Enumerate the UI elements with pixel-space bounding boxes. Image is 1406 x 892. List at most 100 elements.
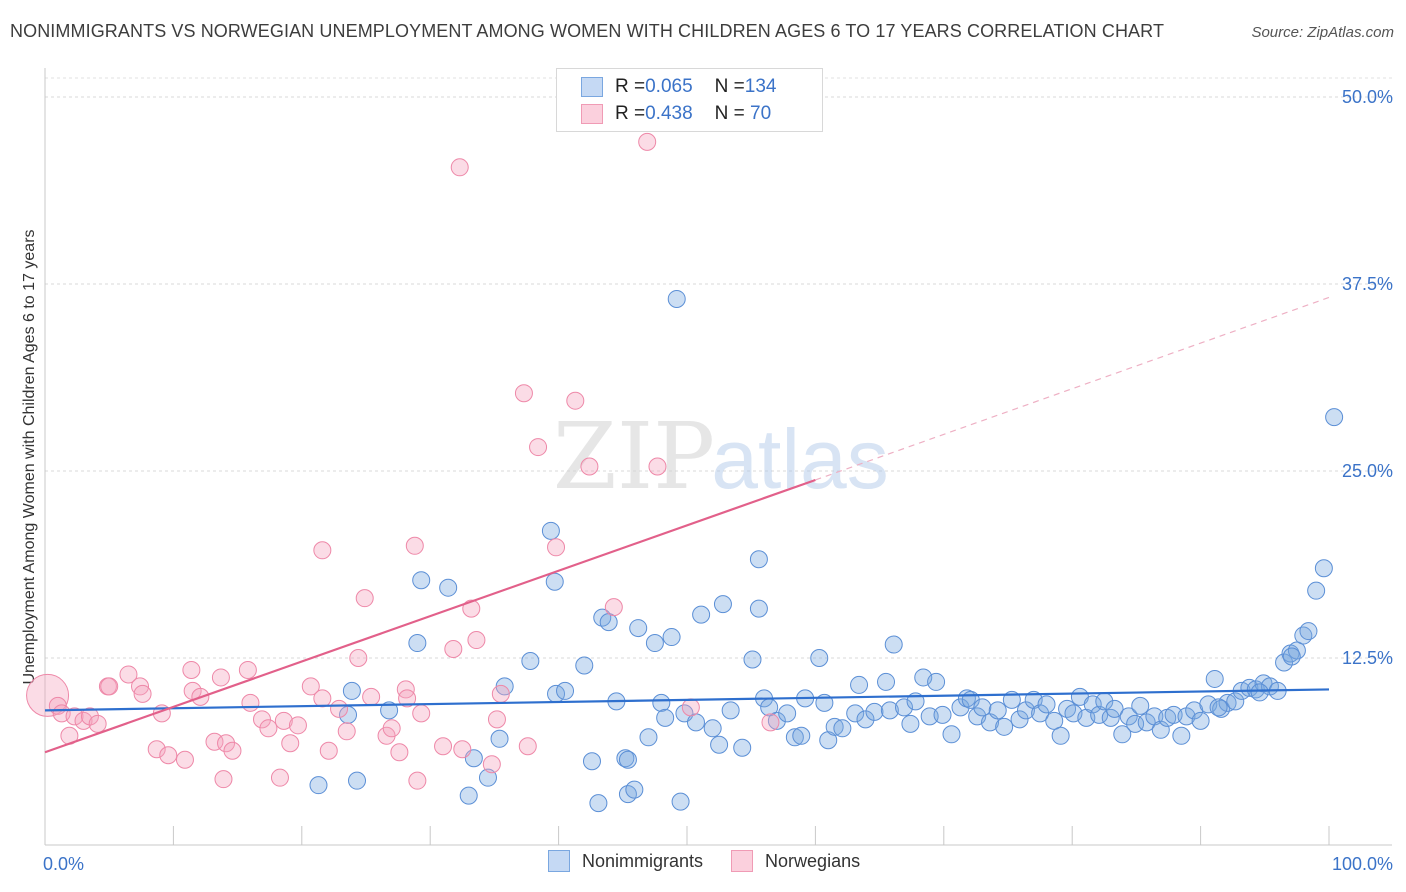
point-norwegians-33 xyxy=(301,677,320,696)
point-norwegians-45 xyxy=(396,680,415,699)
point-nonimmigrants-50 xyxy=(778,704,797,723)
point-nonimmigrants-74 xyxy=(951,698,970,717)
point-nonimmigrants-46 xyxy=(749,550,768,569)
legend-n-label: N = xyxy=(714,103,745,124)
point-nonimmigrants-28 xyxy=(629,619,648,638)
point-nonimmigrants-11 xyxy=(490,729,509,748)
point-nonimmigrants-88 xyxy=(1045,711,1064,730)
point-nonimmigrants-37 xyxy=(686,713,705,732)
trend-line-norwegians xyxy=(44,478,816,754)
point-norwegians-49 xyxy=(412,704,431,723)
point-norwegians-30 xyxy=(274,711,293,730)
point-norwegians-59 xyxy=(514,384,533,403)
y-tick-label-0: 12.5% xyxy=(1342,648,1393,668)
point-norwegians-67 xyxy=(648,457,667,476)
trend-lines xyxy=(44,296,1330,754)
point-nonimmigrants-64 xyxy=(880,701,899,720)
trend-line-nonimmigrants xyxy=(44,688,1330,712)
point-nonimmigrants-31 xyxy=(652,693,671,712)
point-nonimmigrants-62 xyxy=(865,702,884,721)
point-norwegians-25 xyxy=(238,660,257,679)
axes xyxy=(44,68,1392,846)
point-nonimmigrants-107 xyxy=(1164,705,1183,724)
point-nonimmigrants-100 xyxy=(1119,707,1138,726)
point-norwegians-57 xyxy=(487,710,506,729)
point-nonimmigrants-115 xyxy=(1218,693,1237,712)
legend-r-value: 0.065 xyxy=(645,76,693,97)
point-nonimmigrants-6 xyxy=(412,571,431,590)
point-nonimmigrants-72 xyxy=(933,705,952,724)
point-norwegians-48 xyxy=(408,771,427,790)
point-norwegians-37 xyxy=(330,699,349,718)
point-nonimmigrants-61 xyxy=(856,710,875,729)
point-nonimmigrants-58 xyxy=(833,719,852,738)
series-legend: Nonimmigrants Norwegians xyxy=(548,850,888,872)
point-nonimmigrants-7 xyxy=(439,578,458,597)
point-nonimmigrants-42 xyxy=(721,701,740,720)
legend-swatch-nonimmigrants xyxy=(581,77,603,97)
point-norwegians-15 xyxy=(159,746,178,765)
point-norwegians-40 xyxy=(355,589,374,608)
point-nonimmigrants-26 xyxy=(618,785,637,804)
point-nonimmigrants-83 xyxy=(1010,710,1029,729)
point-nonimmigrants-41 xyxy=(713,595,732,614)
series-nonimmigrants xyxy=(309,289,1344,813)
point-nonimmigrants-17 xyxy=(556,681,575,700)
point-nonimmigrants-18 xyxy=(575,656,594,675)
point-nonimmigrants-102 xyxy=(1131,696,1150,715)
point-norwegians-5 xyxy=(74,711,93,730)
point-nonimmigrants-94 xyxy=(1083,695,1102,714)
legend-item-norwegians: Norwegians xyxy=(731,850,860,872)
trend-line-norwegians-extension xyxy=(815,296,1330,481)
legend-item-nonimmigrants: Nonimmigrants xyxy=(548,850,703,872)
point-nonimmigrants-113 xyxy=(1205,669,1224,688)
point-norwegians-43 xyxy=(382,719,401,738)
point-norwegians-46 xyxy=(398,689,417,708)
point-norwegians-60 xyxy=(518,737,537,756)
point-nonimmigrants-101 xyxy=(1126,714,1145,733)
point-nonimmigrants-66 xyxy=(894,698,913,717)
point-nonimmigrants-38 xyxy=(692,605,711,624)
point-norwegians-13 xyxy=(147,740,166,759)
point-nonimmigrants-29 xyxy=(639,728,658,747)
watermark-atlas: atlas xyxy=(711,412,888,506)
point-nonimmigrants-39 xyxy=(703,719,722,738)
point-norwegians-55 xyxy=(467,631,486,650)
point-nonimmigrants-73 xyxy=(942,725,961,744)
point-nonimmigrants-95 xyxy=(1090,705,1109,724)
point-nonimmigrants-128 xyxy=(1307,581,1326,600)
point-norwegians-17 xyxy=(182,660,201,679)
point-nonimmigrants-70 xyxy=(920,707,939,726)
point-norwegians-50 xyxy=(434,737,453,756)
point-norwegians-12 xyxy=(133,684,152,703)
point-norwegians-66 xyxy=(638,132,657,151)
point-nonimmigrants-32 xyxy=(656,708,675,727)
point-nonimmigrants-10 xyxy=(478,768,497,787)
point-nonimmigrants-127 xyxy=(1299,622,1318,641)
point-nonimmigrants-116 xyxy=(1226,692,1245,711)
point-nonimmigrants-4 xyxy=(380,701,399,720)
y-tick-labels: 12.5% 25.0% 37.5% 50.0% xyxy=(1342,87,1393,668)
point-nonimmigrants-22 xyxy=(599,613,618,632)
watermark-zip: ZIP xyxy=(553,403,715,510)
legend-row-norwegians: R = 0.438 N = 70 xyxy=(581,101,771,127)
point-norwegians-28 xyxy=(259,719,278,738)
point-nonimmigrants-86 xyxy=(1031,704,1050,723)
x-tick-label-0: 0.0% xyxy=(43,854,84,874)
point-nonimmigrants-14 xyxy=(541,521,560,540)
point-nonimmigrants-65 xyxy=(884,635,903,654)
point-norwegians-23 xyxy=(217,734,236,753)
point-norwegians-9 xyxy=(100,677,119,696)
point-norwegians-65 xyxy=(604,598,623,617)
point-nonimmigrants-105 xyxy=(1151,720,1170,739)
point-nonimmigrants-0 xyxy=(309,776,328,795)
point-nonimmigrants-63 xyxy=(877,672,896,691)
point-norwegians-51 xyxy=(444,640,463,659)
legend-r-label: R = xyxy=(615,103,646,124)
point-nonimmigrants-40 xyxy=(710,735,729,754)
point-norwegians-64 xyxy=(580,457,599,476)
point-nonimmigrants-49 xyxy=(767,711,786,730)
point-nonimmigrants-8 xyxy=(459,786,478,805)
point-nonimmigrants-5 xyxy=(408,634,427,653)
